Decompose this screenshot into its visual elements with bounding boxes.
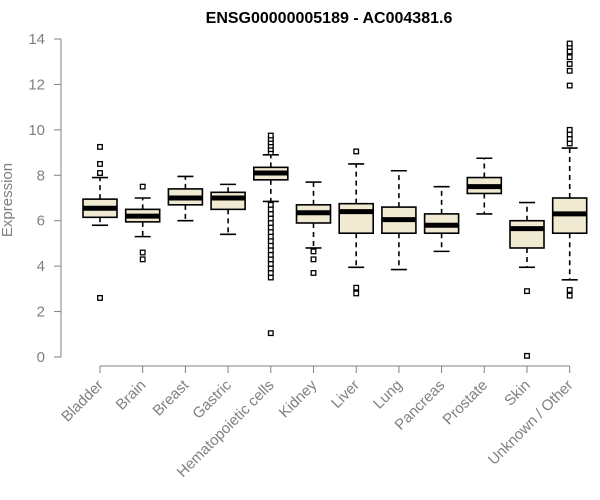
- outlier-point: [139, 256, 146, 263]
- outlier-point: [97, 170, 103, 176]
- outlier-point: [353, 290, 360, 297]
- outlier-point: [310, 248, 317, 255]
- box: [338, 202, 375, 235]
- box-group: [82, 143, 118, 301]
- outlier-point: [566, 61, 573, 67]
- outlier-point: [353, 284, 360, 291]
- x-tick-label: Breast: [150, 376, 193, 419]
- outlier-point: [97, 160, 103, 167]
- y-axis-title: Expression: [0, 163, 16, 237]
- outlier-point: [566, 126, 573, 133]
- chart-title: ENSG00000005189 - AC004381.6: [206, 10, 453, 27]
- outlier-point: [310, 270, 317, 276]
- outlier-point: [97, 294, 103, 301]
- y-tick-label: 4: [37, 258, 45, 275]
- x-tick-label: Lung: [370, 377, 406, 413]
- y-tick-label: 2: [37, 304, 45, 321]
- x-tick-label: Liver: [328, 377, 363, 412]
- outlier-point: [97, 143, 103, 150]
- outlier-point: [566, 82, 573, 89]
- box-group: [466, 157, 503, 215]
- x-tick-label: Prostate: [440, 377, 492, 429]
- outlier-point: [566, 54, 573, 61]
- outlier-point: [267, 330, 274, 337]
- outlier-point: [310, 256, 317, 263]
- box-group: [167, 175, 204, 222]
- outlier-point: [353, 148, 360, 155]
- y-tick-label: 10: [28, 122, 45, 139]
- x-tick-label: Skin: [501, 377, 534, 410]
- y-tick-label: 14: [28, 31, 45, 48]
- box-group: [381, 169, 417, 271]
- outlier-point: [267, 132, 274, 139]
- y-axis: 0 2 4 6 8 10 12 14: [28, 31, 62, 366]
- y-tick-label: 12: [28, 76, 45, 93]
- box: [210, 191, 246, 211]
- outlier-point: [139, 249, 146, 256]
- x-tick-label: Bladder: [58, 377, 107, 426]
- outlier-point: [566, 40, 573, 47]
- plot-area: [82, 40, 588, 359]
- box-group: [295, 181, 332, 276]
- box-group: [338, 148, 375, 297]
- outlier-point: [566, 292, 573, 299]
- box-group: [124, 183, 161, 263]
- box-group: [509, 201, 545, 359]
- x-tick-label: Kidney: [276, 376, 321, 421]
- box-group: [551, 40, 588, 299]
- outlier-point: [524, 288, 530, 295]
- outlier-point: [566, 287, 573, 293]
- outlier-point: [524, 352, 530, 359]
- outlier-point: [139, 183, 146, 190]
- box-group: [253, 132, 289, 337]
- box-group: [423, 185, 460, 253]
- x-tick-label: Brain: [113, 377, 150, 414]
- box-group: [210, 183, 246, 236]
- y-tick-label: 0: [37, 349, 45, 366]
- y-tick-label: 8: [37, 167, 45, 184]
- y-tick-label: 6: [37, 213, 45, 230]
- box: [509, 219, 545, 249]
- outlier-point: [566, 67, 573, 74]
- outlier-point: [267, 201, 274, 208]
